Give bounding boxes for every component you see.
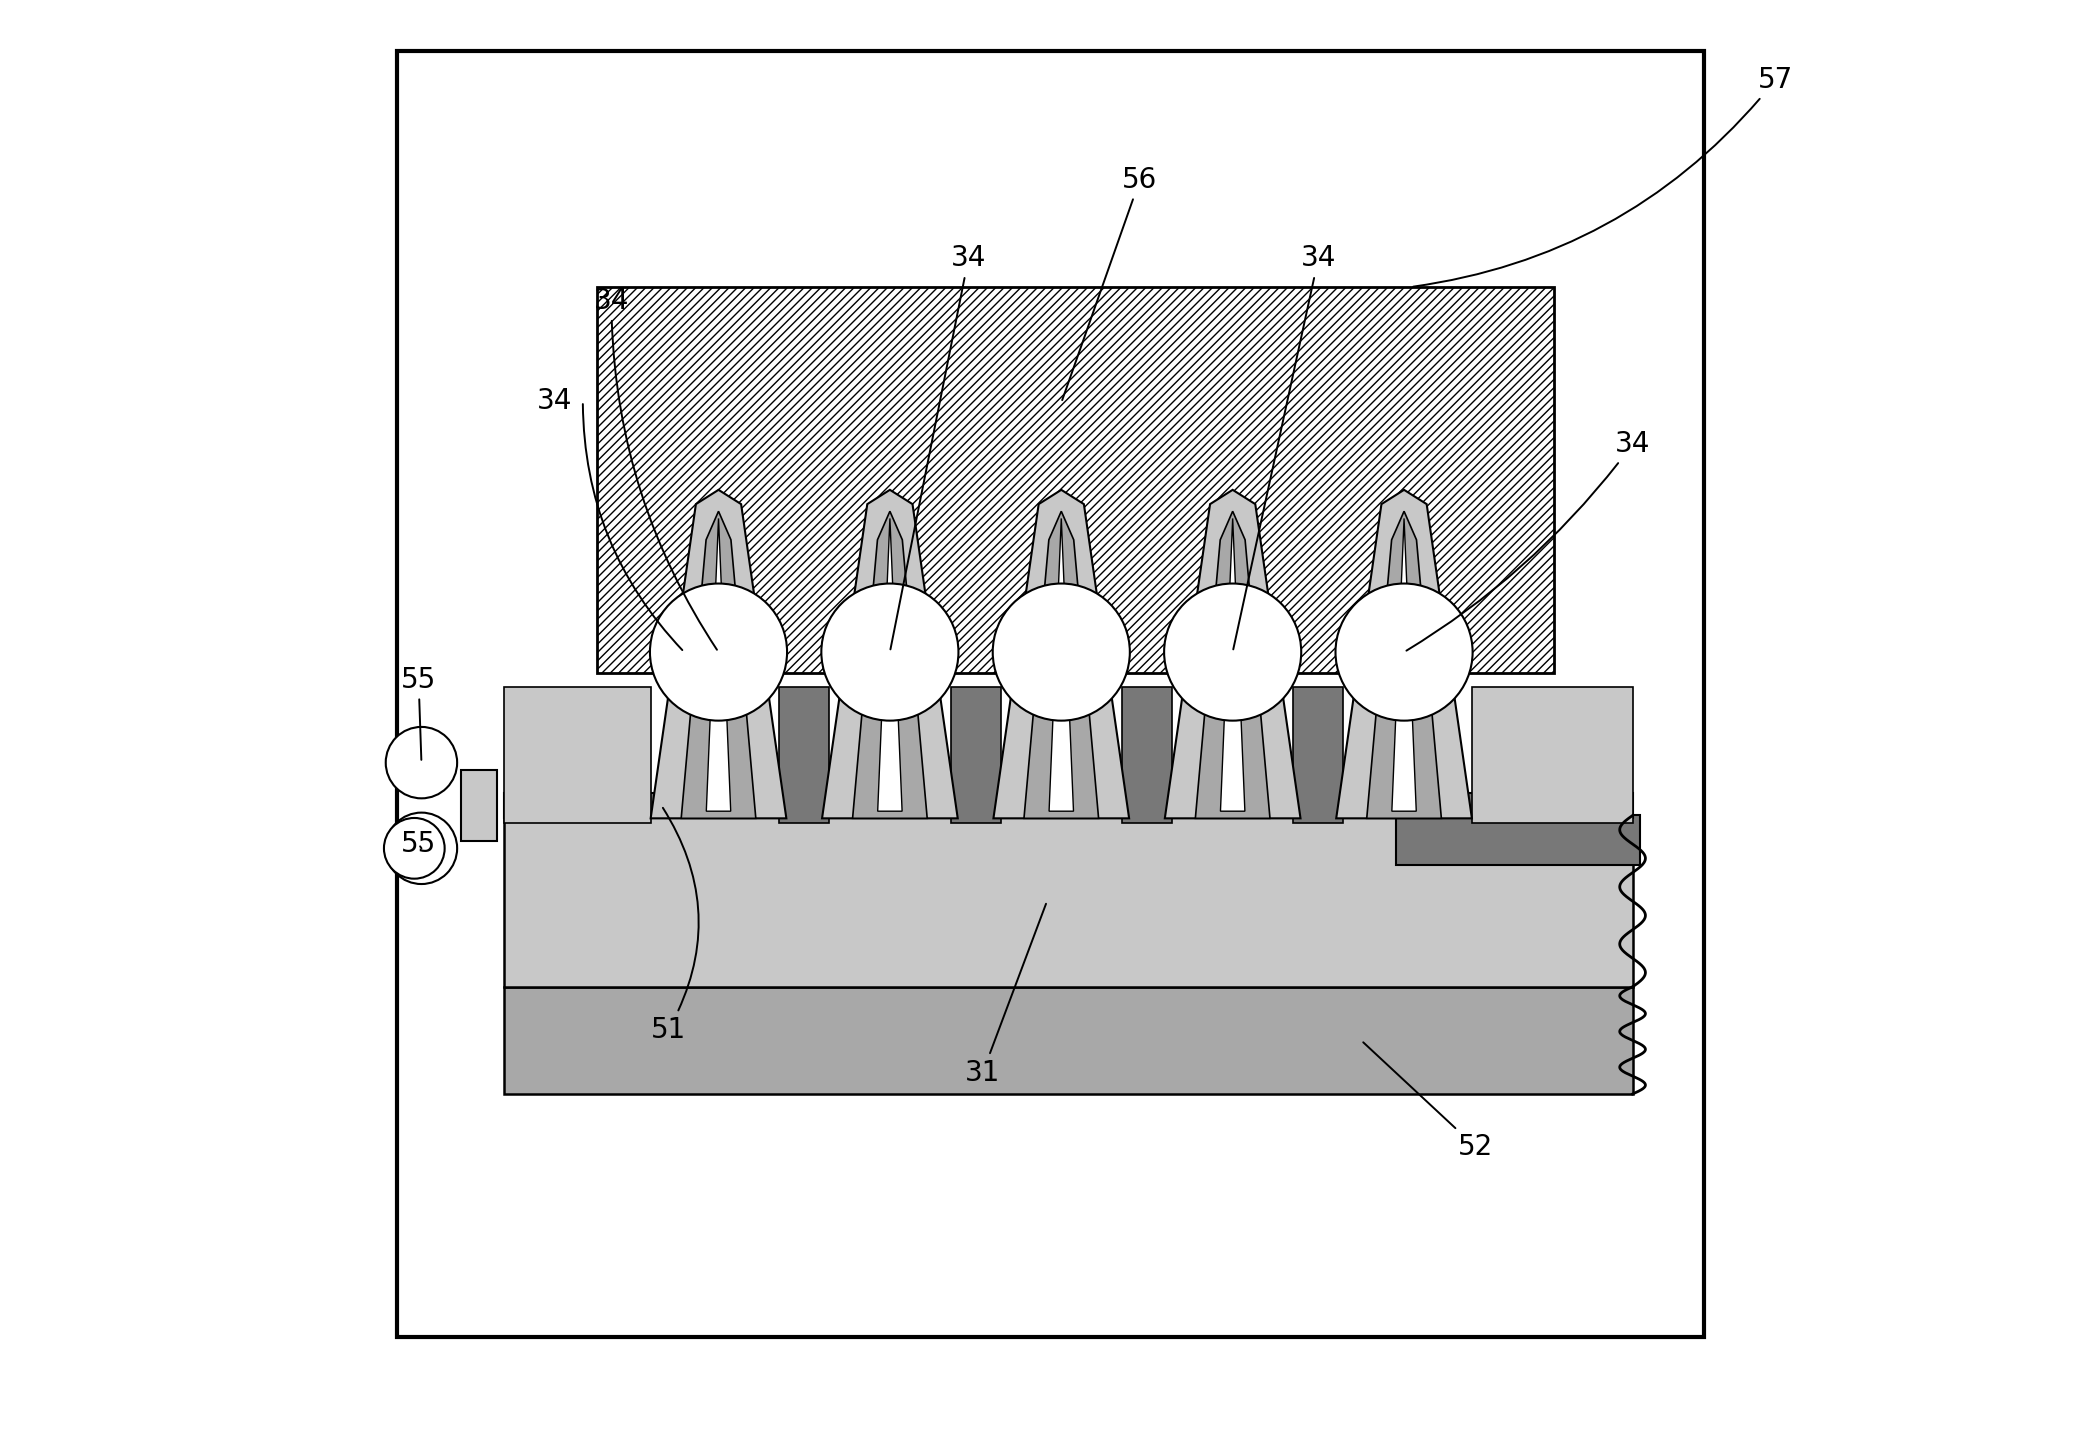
Bar [1294,687,1344,823]
Circle shape [1336,584,1472,721]
Text: 55: 55 [400,830,436,859]
Circle shape [383,819,444,879]
Circle shape [993,584,1131,721]
Polygon shape [993,489,1129,819]
Polygon shape [1049,518,1074,811]
Polygon shape [651,489,787,819]
Polygon shape [681,511,756,819]
Bar [461,770,496,841]
Text: 56: 56 [1062,166,1158,401]
Polygon shape [1336,489,1472,819]
Text: 34: 34 [536,388,572,415]
Text: 34: 34 [1407,431,1650,651]
Text: 55: 55 [400,665,436,760]
Text: 57: 57 [1413,66,1792,286]
Bar [951,687,1001,823]
Polygon shape [852,511,928,819]
Polygon shape [823,489,957,819]
Polygon shape [1221,518,1244,811]
Bar [779,687,829,823]
Polygon shape [1367,511,1441,819]
Text: 34: 34 [595,288,716,650]
Circle shape [649,584,787,721]
Text: 34: 34 [1233,245,1336,650]
Text: 34: 34 [890,245,986,650]
Polygon shape [1196,511,1269,819]
Text: 51: 51 [651,809,699,1043]
Bar [505,687,651,823]
Bar [1122,687,1173,823]
Polygon shape [1164,489,1300,819]
Bar [1395,816,1640,866]
Polygon shape [1393,518,1416,811]
Bar [505,987,1633,1093]
Polygon shape [877,518,903,811]
Circle shape [1164,584,1300,721]
Polygon shape [706,518,731,811]
Bar [505,793,1633,819]
Text: 31: 31 [965,904,1047,1086]
Bar [1472,687,1633,823]
Circle shape [821,584,959,721]
Circle shape [385,813,456,884]
Bar [597,288,1554,673]
Text: 52: 52 [1363,1042,1493,1161]
Polygon shape [1024,511,1099,819]
Circle shape [385,727,456,798]
Bar [505,816,1633,987]
